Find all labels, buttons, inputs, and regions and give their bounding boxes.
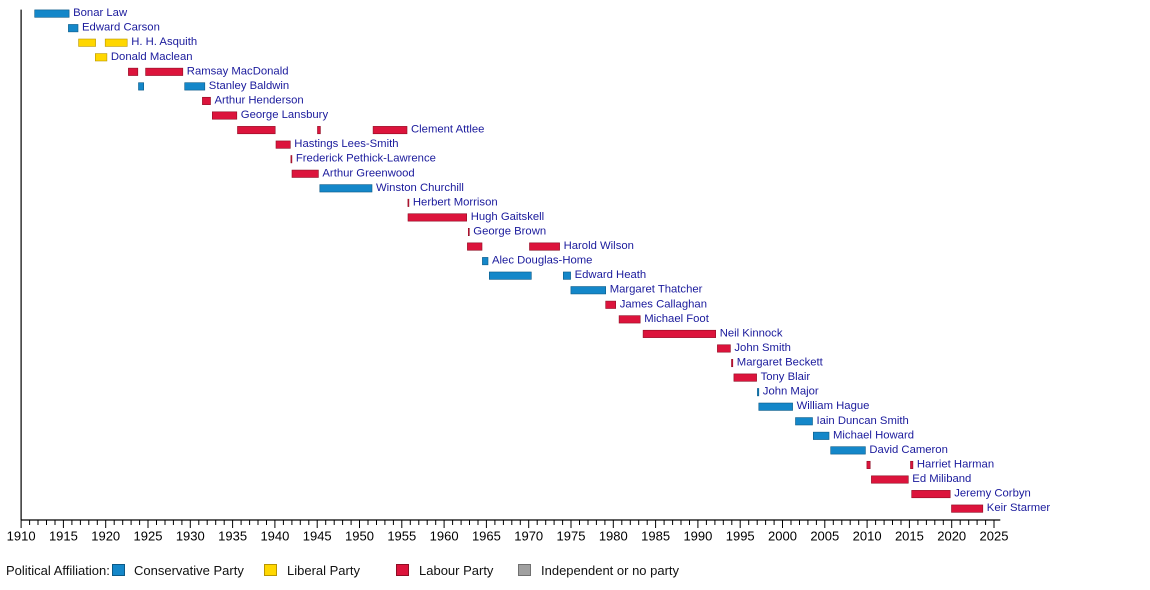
svg-text:Hugh Gaitskell: Hugh Gaitskell — [471, 211, 544, 223]
svg-text:1985: 1985 — [641, 528, 670, 543]
svg-text:Frederick Pethick-Lawrence: Frederick Pethick-Lawrence — [296, 153, 436, 165]
svg-text:H. H. Asquith: H. H. Asquith — [131, 36, 197, 48]
svg-text:Arthur Greenwood: Arthur Greenwood — [322, 167, 414, 179]
svg-text:Michael Foot: Michael Foot — [644, 313, 710, 325]
svg-text:1925: 1925 — [134, 528, 163, 543]
svg-text:Ramsay MacDonald: Ramsay MacDonald — [187, 65, 289, 77]
svg-text:1960: 1960 — [430, 528, 459, 543]
svg-text:1995: 1995 — [726, 528, 755, 543]
svg-text:Hastings Lees-Smith: Hastings Lees-Smith — [294, 138, 398, 150]
svg-text:Winston Churchill: Winston Churchill — [376, 182, 464, 194]
svg-text:1970: 1970 — [514, 528, 543, 543]
svg-text:1950: 1950 — [345, 528, 374, 543]
svg-text:1940: 1940 — [260, 528, 289, 543]
svg-text:George Lansbury: George Lansbury — [241, 109, 329, 121]
svg-text:1920: 1920 — [91, 528, 120, 543]
svg-text:Iain Duncan Smith: Iain Duncan Smith — [817, 415, 909, 427]
svg-text:1990: 1990 — [683, 528, 712, 543]
svg-text:Edward Heath: Edward Heath — [575, 269, 647, 281]
svg-text:2010: 2010 — [853, 528, 882, 543]
svg-text:George Brown: George Brown — [473, 226, 546, 238]
svg-text:1980: 1980 — [599, 528, 628, 543]
svg-text:2015: 2015 — [895, 528, 924, 543]
svg-text:2000: 2000 — [768, 528, 797, 543]
svg-text:2020: 2020 — [937, 528, 966, 543]
svg-text:Jeremy Corbyn: Jeremy Corbyn — [954, 488, 1031, 500]
svg-text:Keir Starmer: Keir Starmer — [987, 502, 1051, 514]
svg-text:2005: 2005 — [810, 528, 839, 543]
svg-text:Margaret Beckett: Margaret Beckett — [737, 357, 824, 369]
svg-text:Harold Wilson: Harold Wilson — [564, 240, 634, 252]
svg-text:Edward Carson: Edward Carson — [82, 22, 160, 34]
svg-text:1945: 1945 — [303, 528, 332, 543]
svg-text:1930: 1930 — [176, 528, 205, 543]
svg-text:Michael Howard: Michael Howard — [833, 429, 914, 441]
svg-text:Clement Attlee: Clement Attlee — [411, 124, 484, 136]
svg-text:Ed Miliband: Ed Miliband — [912, 473, 971, 485]
svg-text:Margaret Thatcher: Margaret Thatcher — [610, 284, 703, 296]
svg-text:Alec Douglas-Home: Alec Douglas-Home — [492, 255, 592, 267]
svg-text:Herbert Morrison: Herbert Morrison — [413, 196, 498, 208]
svg-text:Arthur Henderson: Arthur Henderson — [215, 95, 304, 107]
svg-text:David Cameron: David Cameron — [869, 444, 947, 456]
svg-text:Neil Kinnock: Neil Kinnock — [720, 327, 783, 339]
svg-text:John Major: John Major — [763, 386, 819, 398]
svg-text:Tony Blair: Tony Blair — [761, 371, 811, 383]
svg-text:Stanley Baldwin: Stanley Baldwin — [209, 80, 289, 92]
svg-text:Donald Maclean: Donald Maclean — [111, 51, 193, 63]
svg-text:1915: 1915 — [49, 528, 78, 543]
svg-text:1910: 1910 — [7, 528, 36, 543]
svg-text:1955: 1955 — [387, 528, 416, 543]
svg-text:John Smith: John Smith — [734, 342, 791, 354]
svg-text:1965: 1965 — [472, 528, 501, 543]
svg-text:1935: 1935 — [218, 528, 247, 543]
svg-text:2025: 2025 — [980, 528, 1009, 543]
svg-text:James Callaghan: James Callaghan — [620, 298, 707, 310]
svg-text:Harriet Harman: Harriet Harman — [917, 459, 994, 471]
svg-text:1975: 1975 — [557, 528, 586, 543]
svg-text:Bonar Law: Bonar Law — [73, 7, 128, 19]
svg-text:William Hague: William Hague — [797, 400, 870, 412]
